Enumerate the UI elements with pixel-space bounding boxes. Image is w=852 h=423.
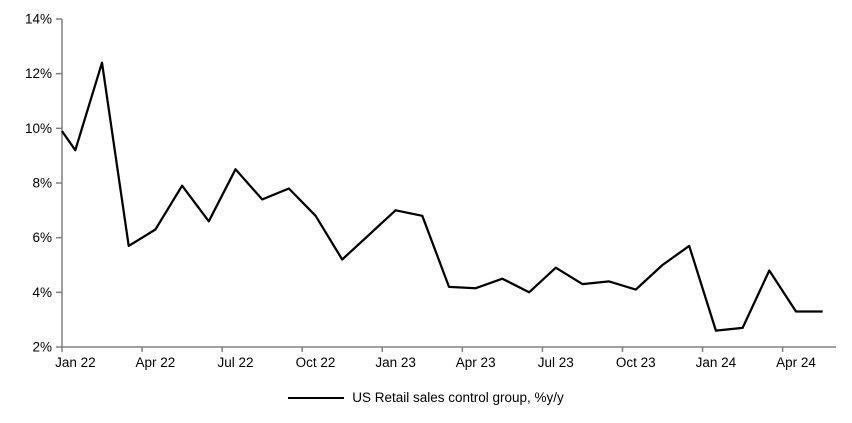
x-axis-tick-label: Jan 23 <box>375 355 416 370</box>
y-axis-tick-label: 6% <box>32 230 52 245</box>
x-axis-tick-label: Oct 23 <box>616 355 656 370</box>
y-axis-tick-label: 4% <box>32 285 52 300</box>
legend-line-sample <box>288 396 345 399</box>
series-line-us-retail-control-group <box>61 61 823 332</box>
y-axis-tick-label: 10% <box>25 121 52 136</box>
x-axis-tick-label: Jul 23 <box>538 355 574 370</box>
legend: US Retail sales control group, %y/y <box>0 390 852 405</box>
y-axis-tick-label: 2% <box>32 340 52 355</box>
x-axis-tick-label: Jul 22 <box>217 355 253 370</box>
x-axis-tick-label: Apr 23 <box>456 355 496 370</box>
x-axis-tick-label: Apr 22 <box>136 355 176 370</box>
y-axis-tick-label: 8% <box>32 176 52 191</box>
x-axis-tick-label: Oct 22 <box>296 355 336 370</box>
x-axis-tick-label: Apr 24 <box>776 355 816 370</box>
y-axis-tick-label: 14% <box>25 12 52 27</box>
y-axis-tick-label: 12% <box>25 66 52 81</box>
x-axis-tick-label: Jan 22 <box>55 355 96 370</box>
legend-label: US Retail sales control group, %y/y <box>352 390 564 405</box>
x-axis-tick-label: Jan 24 <box>696 355 737 370</box>
